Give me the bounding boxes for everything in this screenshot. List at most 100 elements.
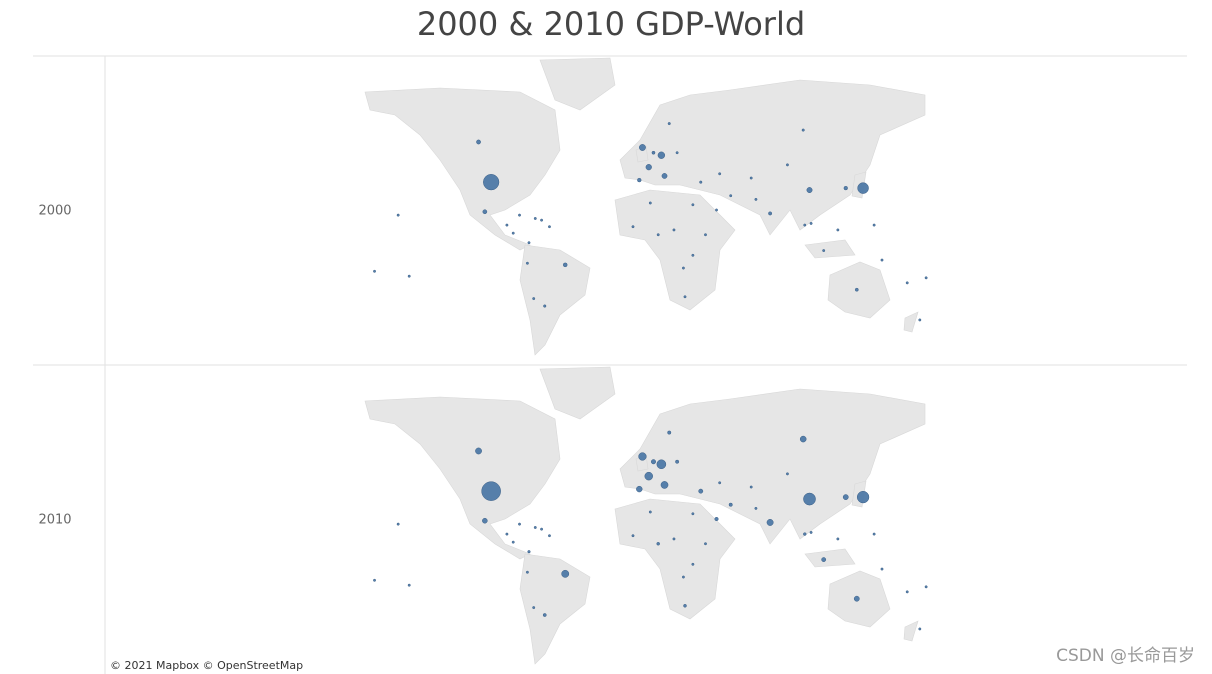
gdp-bubble: [645, 164, 652, 171]
gdp-bubble: [373, 269, 376, 273]
gdp-bubble: [656, 542, 660, 546]
gdp-bubble: [648, 201, 652, 205]
gdp-bubble: [856, 490, 870, 504]
gdp-bubble: [728, 502, 733, 507]
gdp-bubble: [806, 187, 813, 193]
gdp-bubble: [843, 185, 848, 191]
gdp-bubble: [481, 481, 501, 501]
gdp-bubble: [675, 151, 679, 155]
gdp-bubble: [822, 249, 826, 253]
gdp-bubble: [718, 481, 722, 485]
gdp-bubble: [511, 231, 515, 235]
gdp-bubble: [548, 534, 551, 538]
gdp-bubble: [396, 213, 400, 217]
gdp-bubble: [518, 213, 521, 217]
gdp-bubble: [699, 180, 703, 184]
gdp-bubble: [691, 253, 695, 257]
gdp-bubble: [853, 595, 860, 602]
gdp-bubble: [532, 606, 536, 610]
gdp-bubble: [749, 176, 753, 180]
gdp-bubble: [505, 223, 509, 227]
gdp-bubble: [631, 534, 635, 538]
gdp-bubble: [373, 578, 376, 582]
gdp-bubble: [803, 492, 816, 506]
gdp-bubble: [803, 223, 807, 227]
gdp-bubble: [683, 295, 687, 299]
gdp-bubble: [561, 569, 570, 578]
gdp-bubble: [809, 530, 813, 534]
gdp-bubble: [704, 542, 707, 546]
gdp-bubble: [527, 241, 531, 245]
gdp-bubble: [661, 173, 668, 179]
gdp-bubble: [880, 567, 884, 571]
gdp-bubble: [636, 485, 643, 493]
gdp-bubble: [525, 570, 529, 574]
gdp-bubble: [396, 522, 400, 526]
gdp-bubble: [836, 537, 840, 541]
gdp-bubble: [407, 583, 411, 587]
gdp-bubble: [548, 225, 551, 229]
gdp-bubble: [821, 557, 827, 562]
row-label: 2010: [38, 513, 71, 528]
attribution: © 2021 Mapbox © OpenStreetMap: [110, 659, 303, 672]
gdp-bubble: [715, 208, 718, 212]
gdp-bubble: [672, 537, 676, 541]
gdp-bubble: [905, 281, 909, 285]
gdp-bubble: [766, 519, 774, 526]
gdp-bubble: [681, 266, 685, 270]
gdp-bubble: [768, 211, 773, 216]
gdp-bubble: [651, 150, 656, 155]
gdp-bubble: [801, 128, 805, 132]
gdp-bubble: [691, 512, 695, 516]
gdp-bubble: [543, 304, 547, 308]
gdp-bubble: [540, 218, 544, 222]
gdp-bubble: [650, 459, 656, 465]
gdp-bubble: [809, 221, 813, 225]
gdp-bubble: [905, 590, 909, 594]
gdp-bubble: [631, 225, 635, 229]
gdp-bubble: [785, 472, 789, 476]
gdp-bubble: [854, 287, 859, 292]
gdp-bubble: [483, 174, 500, 191]
gdp-bubble: [562, 262, 568, 268]
gdp-bubble: [872, 532, 876, 536]
gdp-bubble: [505, 532, 509, 536]
gdp-bubble: [648, 510, 652, 514]
row-label: 2000: [38, 204, 71, 219]
gdp-bubble: [754, 197, 758, 201]
gdp-bubble: [836, 228, 840, 232]
gdp-bubble: [511, 540, 515, 544]
gdp-bubble: [714, 516, 719, 522]
gdp-bubble: [803, 532, 807, 536]
gdp-bubble: [533, 217, 537, 220]
gdp-bubble: [656, 233, 660, 237]
gdp-bubble: [683, 604, 687, 608]
gdp-bubble: [749, 485, 753, 489]
gdp-bubble: [799, 435, 807, 443]
gdp-bubble: [880, 258, 884, 262]
gdp-bubble: [482, 517, 488, 524]
gdp-bubble: [667, 430, 672, 435]
gdp-bubble: [918, 627, 922, 631]
gdp-bubble: [718, 172, 722, 176]
gdp-bubble: [857, 182, 869, 194]
gdp-bubble: [476, 139, 481, 145]
gdp-bubble: [637, 177, 642, 183]
gdp-bubble: [639, 144, 646, 151]
gdp-bubble: [918, 318, 922, 322]
gdp-bubble: [542, 613, 547, 617]
gdp-bubble: [525, 261, 529, 265]
gdp-bubble: [533, 526, 537, 529]
gdp-bubble: [540, 527, 544, 531]
gdp-bubble: [754, 506, 758, 510]
gdp-bubble: [924, 276, 928, 280]
gdp-bubble: [842, 494, 849, 500]
gdp-bubble: [482, 209, 488, 215]
gdp-bubble: [667, 122, 671, 126]
gdp-bubble: [532, 297, 536, 301]
gdp-bubble: [644, 471, 653, 481]
gdp-bubble: [872, 223, 876, 227]
land: [364, 366, 926, 665]
watermark: CSDN @长命百岁: [1056, 646, 1195, 666]
